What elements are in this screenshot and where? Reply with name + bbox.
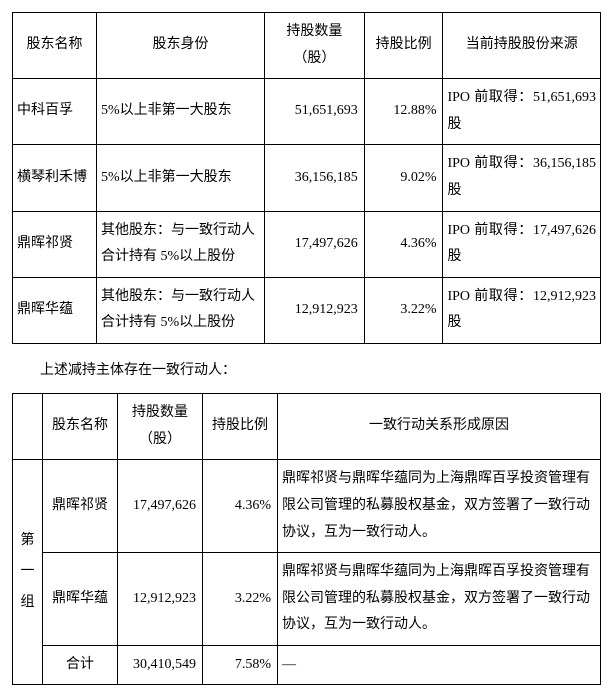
cell-ratio: 4.36% — [364, 211, 443, 277]
cell-total-reason: — — [278, 645, 601, 685]
cell-reason: 鼎晖祁贤与鼎晖华蕴同为上海鼎晖百孚投资管理有限公司管理的私募股权基金，双方签署了… — [278, 460, 601, 553]
cell-source: IPO 前取得：36,156,185 股 — [443, 145, 601, 211]
cell-reason: 鼎晖祁贤与鼎晖华蕴同为上海鼎晖百孚投资管理有限公司管理的私募股权基金，双方签署了… — [278, 553, 601, 646]
col-name: 股东名称 — [13, 13, 97, 79]
cell-identity: 5%以上非第一大股东 — [97, 79, 265, 145]
cell-shares: 51,651,693 — [265, 79, 365, 145]
col-shares: 持股数量（股） — [118, 394, 203, 460]
table-row: 鼎晖华蕴 12,912,923 3.22% 鼎晖祁贤与鼎晖华蕴同为上海鼎晖百孚投… — [13, 553, 601, 646]
cell-identity: 其他股东：与一致行动人合计持有 5%以上股份 — [97, 211, 265, 277]
cell-name: 中科百孚 — [13, 79, 97, 145]
cell-identity: 5%以上非第一大股东 — [97, 145, 265, 211]
cell-source: IPO 前取得：17,497,626 股 — [443, 211, 601, 277]
cell-source: IPO 前取得：12,912,923 股 — [443, 277, 601, 343]
table-header-row: 股东名称 股东身份 持股数量（股） 持股比例 当前持股股份来源 — [13, 13, 601, 79]
cell-ratio: 3.22% — [364, 277, 443, 343]
cell-source: IPO 前取得：51,651,693 股 — [443, 79, 601, 145]
cell-ratio: 3.22% — [203, 553, 278, 646]
concerted-action-table: 股东名称 持股数量（股） 持股比例 一致行动关系形成原因 第一组 鼎晖祁贤 17… — [12, 393, 601, 685]
cell-ratio: 12.88% — [364, 79, 443, 145]
col-shares: 持股数量（股） — [265, 13, 365, 79]
cell-name: 鼎晖祁贤 — [43, 460, 118, 553]
table-total-row: 合计 30,410,549 7.58% — — [13, 645, 601, 685]
cell-ratio: 9.02% — [364, 145, 443, 211]
cell-name: 横琴利禾博 — [13, 145, 97, 211]
col-ratio: 持股比例 — [203, 394, 278, 460]
col-source: 当前持股股份来源 — [443, 13, 601, 79]
cell-total-ratio: 7.58% — [203, 645, 278, 685]
cell-shares: 17,497,626 — [118, 460, 203, 553]
cell-shares: 36,156,185 — [265, 145, 365, 211]
cell-shares: 12,912,923 — [118, 553, 203, 646]
table-row: 横琴利禾博 5%以上非第一大股东 36,156,185 9.02% IPO 前取… — [13, 145, 601, 211]
table-row: 第一组 鼎晖祁贤 17,497,626 4.36% 鼎晖祁贤与鼎晖华蕴同为上海鼎… — [13, 460, 601, 553]
cell-name: 鼎晖华蕴 — [13, 277, 97, 343]
col-ratio: 持股比例 — [364, 13, 443, 79]
col-identity: 股东身份 — [97, 13, 265, 79]
col-name: 股东名称 — [43, 394, 118, 460]
cell-name: 鼎晖祁贤 — [13, 211, 97, 277]
table-row: 中科百孚 5%以上非第一大股东 51,651,693 12.88% IPO 前取… — [13, 79, 601, 145]
cell-shares: 12,912,923 — [265, 277, 365, 343]
cell-shares: 17,497,626 — [265, 211, 365, 277]
cell-ratio: 4.36% — [203, 460, 278, 553]
cell-identity: 其他股东：与一致行动人合计持有 5%以上股份 — [97, 277, 265, 343]
cell-total-label: 合计 — [43, 645, 118, 685]
shareholder-table-1: 股东名称 股东身份 持股数量（股） 持股比例 当前持股股份来源 中科百孚 5%以… — [12, 12, 601, 344]
table-row: 鼎晖华蕴 其他股东：与一致行动人合计持有 5%以上股份 12,912,923 3… — [13, 277, 601, 343]
cell-total-shares: 30,410,549 — [118, 645, 203, 685]
mid-paragraph: 上述减持主体存在一致行动人： — [12, 358, 601, 383]
table-header-row: 股东名称 持股数量（股） 持股比例 一致行动关系形成原因 — [13, 394, 601, 460]
table-row: 鼎晖祁贤 其他股东：与一致行动人合计持有 5%以上股份 17,497,626 4… — [13, 211, 601, 277]
cell-name: 鼎晖华蕴 — [43, 553, 118, 646]
col-group — [13, 394, 43, 460]
group-label: 第一组 — [13, 460, 43, 685]
col-reason: 一致行动关系形成原因 — [278, 394, 601, 460]
